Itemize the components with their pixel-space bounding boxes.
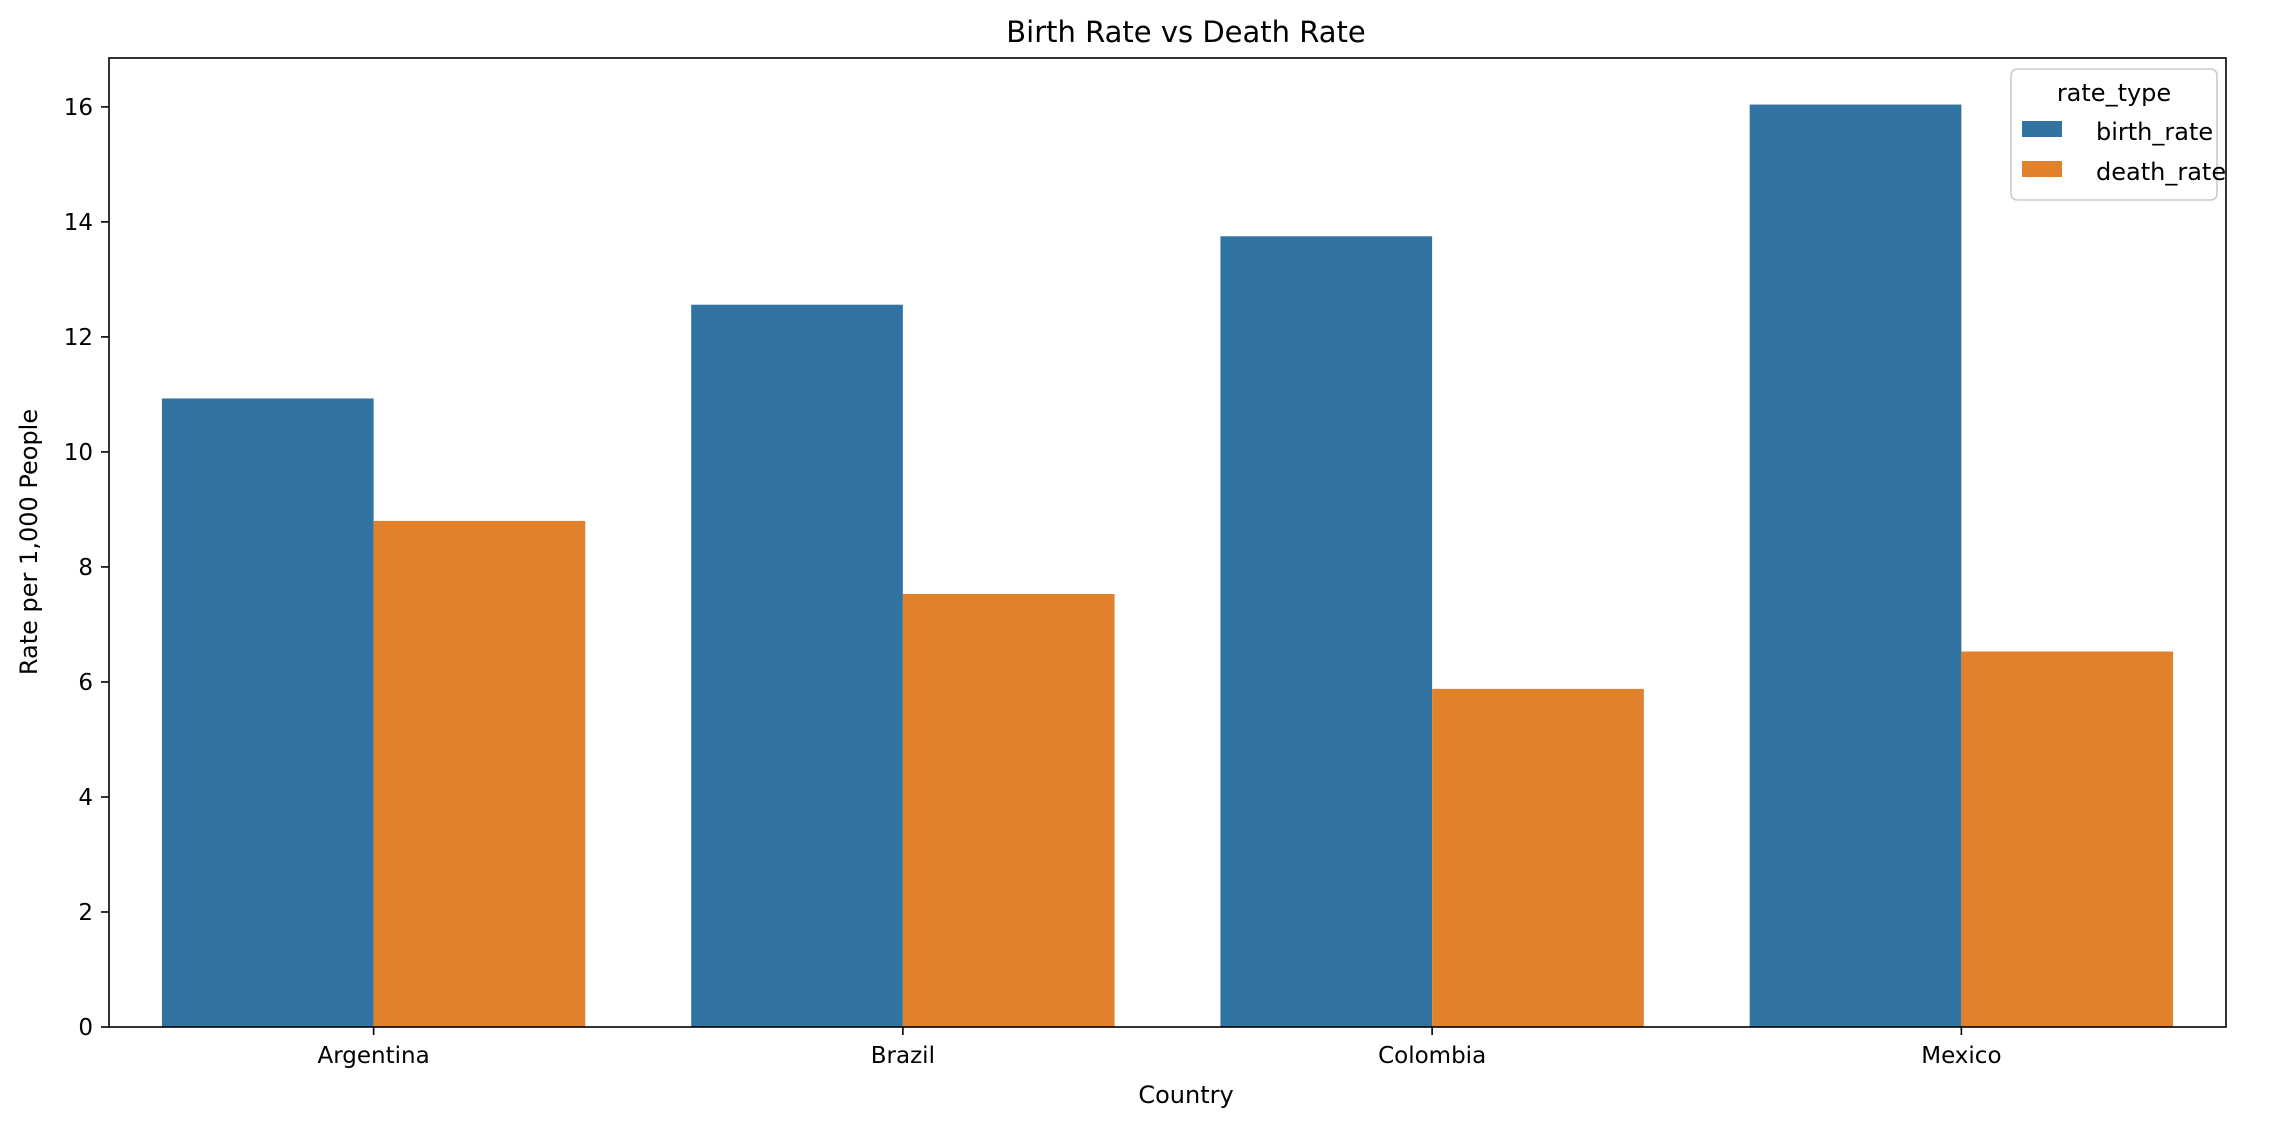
x-tick-label-colombia: Colombia (1378, 1043, 1486, 1069)
legend-label-death-rate: death_rate (2096, 158, 2226, 186)
legend-swatch-birth-rate (2022, 121, 2062, 137)
legend-box (2010, 68, 2218, 201)
x-axis-title: Country (1138, 1081, 1233, 1109)
bar-death-rate-brazil (902, 593, 1115, 1027)
bar-birth-rate-colombia (1220, 236, 1433, 1027)
x-tick-label-brazil: Brazil (871, 1043, 935, 1069)
x-tick-label-argentina: Argentina (318, 1043, 430, 1069)
x-axis: Argentina Brazil Colombia Mexico (318, 1027, 2002, 1069)
legend-title: rate_type (2057, 79, 2171, 107)
legend-swatch-death-rate (2022, 161, 2062, 177)
chart-title: Birth Rate vs Death Rate (1006, 15, 1365, 49)
bar-death-rate-colombia (1432, 688, 1644, 1027)
bars-group (161, 104, 2174, 1028)
bar-death-rate-argentina (373, 520, 586, 1027)
bar-birth-rate-mexico (1749, 104, 1962, 1027)
y-axis-title: Rate per 1,000 People (15, 409, 43, 675)
plot-frame (108, 57, 2227, 1028)
y-tick-label: 4 (78, 785, 93, 811)
y-tick-label: 2 (78, 900, 93, 926)
y-tick-label: 0 (78, 1015, 93, 1041)
bar-death-rate-mexico (1961, 651, 2174, 1027)
y-tick-label: 6 (78, 670, 93, 696)
x-tick-label-mexico: Mexico (1921, 1043, 2001, 1069)
y-tick-label: 14 (64, 210, 93, 236)
bar-birth-rate-brazil (691, 304, 903, 1028)
y-tick-label: 16 (64, 95, 93, 121)
legend: rate_type birth_rate death_rate (2010, 68, 2226, 201)
bar-birth-rate-argentina (161, 398, 374, 1027)
y-tick-label: 10 (64, 440, 93, 466)
y-axis: 0 2 4 6 8 10 12 14 16 (64, 95, 109, 1041)
y-tick-label: 8 (78, 555, 93, 581)
legend-label-birth-rate: birth_rate (2096, 118, 2213, 146)
y-tick-label: 12 (64, 325, 93, 351)
